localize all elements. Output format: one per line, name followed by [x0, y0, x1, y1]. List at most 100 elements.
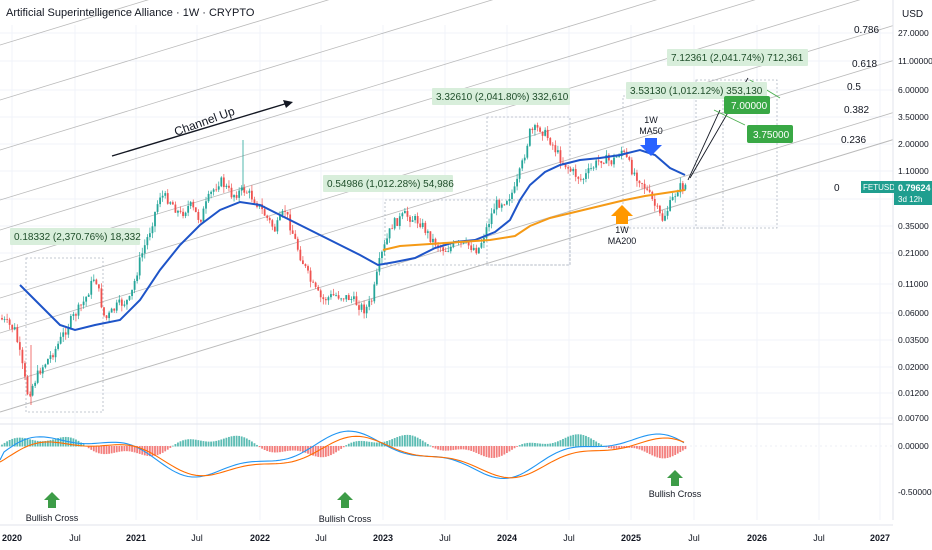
macd-bar [49, 440, 52, 447]
macd-bar [664, 446, 666, 459]
measure-box [384, 199, 571, 266]
macd-bar [47, 440, 49, 447]
candle-body [222, 177, 225, 188]
candle-body [263, 209, 266, 216]
macd-bar [291, 446, 294, 451]
candle-body [363, 304, 365, 314]
macd-bar [131, 446, 133, 452]
candle-body [29, 394, 31, 396]
candle-body [115, 302, 118, 311]
candle-body [233, 195, 235, 198]
macd-bar [345, 445, 348, 447]
macd-bar [564, 437, 567, 447]
macd-bar [220, 439, 223, 447]
price-tick: 0.02000 [898, 362, 929, 372]
candle-body [434, 238, 437, 246]
candle-body [508, 199, 511, 202]
macd-bar [368, 441, 371, 447]
candle-body [182, 211, 184, 217]
ticker-badge[interactable]: FETUSD 0.79624 3d 12h [861, 181, 932, 205]
macd-bar [3, 442, 6, 447]
candle-body [120, 299, 123, 306]
candle-body [419, 223, 422, 227]
measure-box [622, 95, 724, 229]
macd-bar [516, 446, 518, 447]
price-tick: 2.00000 [898, 139, 929, 149]
macd-bar [8, 440, 11, 447]
candle-body [49, 355, 52, 359]
macd-bar [110, 446, 113, 454]
candle-body [671, 196, 674, 201]
candle-body [411, 220, 414, 222]
candle-body [281, 210, 284, 216]
macd-bar [159, 446, 161, 455]
candle-body [103, 307, 105, 316]
measure-label-2020: 0.18332 (2,370.76%) 18,332 [10, 228, 141, 245]
price-tick: 11.00000 [898, 56, 932, 66]
macd-bar [490, 446, 493, 458]
macd-bar [281, 446, 284, 452]
candle-body [100, 288, 103, 308]
macd-bar [294, 446, 297, 451]
candle-body [684, 184, 687, 190]
candle-body [472, 247, 475, 251]
candle-body [205, 201, 207, 209]
candle-body [340, 298, 343, 300]
macd-bar [233, 435, 235, 447]
macd-bar [302, 446, 304, 452]
macd-bar [24, 438, 26, 447]
macd-bar [572, 434, 575, 447]
macd-bar [263, 446, 266, 450]
macd-bar [618, 446, 620, 449]
candle-body [243, 187, 246, 193]
macd-bar [309, 446, 312, 455]
candle-body [608, 154, 610, 161]
time-tick: 2025 [621, 533, 641, 543]
fib-level-05: 0.5 [847, 82, 861, 93]
candle-body [141, 253, 144, 258]
candle-body [95, 279, 98, 285]
target-7: 7.00000 [724, 96, 770, 114]
macd-bar [13, 438, 16, 447]
measure-label-2023: 3.32610 (2,041.80%) 332,610 [432, 88, 570, 105]
svg-text:3.32610 (2,041.80%) 332,610: 3.32610 (2,041.80%) 332,610 [436, 92, 569, 103]
candle-body [345, 295, 348, 300]
macd-bar [684, 446, 687, 450]
candle-body [174, 204, 177, 213]
macd-bar [251, 441, 253, 447]
candle-body [633, 172, 636, 175]
candle-body [123, 304, 126, 306]
candle-body [133, 280, 136, 290]
candle-body [217, 186, 220, 190]
candle-body [659, 205, 661, 214]
candle-body [279, 215, 281, 221]
candle-body [284, 210, 286, 212]
candle-body [87, 294, 90, 297]
candle-body [238, 190, 241, 198]
macd-bar [115, 446, 118, 453]
macd-bar [98, 446, 100, 454]
macd-bar [539, 443, 541, 447]
candle-body [335, 295, 337, 296]
macd-bar [128, 446, 131, 452]
price-tick: 0.21000 [898, 248, 929, 258]
macd-bar [679, 446, 682, 453]
macd-bar [200, 440, 202, 447]
bullish-cross-label-3: Bullish Cross [649, 489, 702, 499]
candle-body [54, 348, 57, 358]
currency-label[interactable]: USD [902, 9, 923, 20]
macd-bar [393, 438, 396, 447]
candle-body [355, 296, 358, 306]
macd-bar [312, 446, 314, 456]
ma50-label-1: 1W [644, 115, 658, 125]
time-tick: Jul [191, 533, 203, 543]
macd-bar [610, 446, 613, 449]
time-axis[interactable]: 2020 Jul 2021 Jul 2022 Jul 2023 Jul 2024 Jul 2025 J… [0, 524, 893, 543]
svg-text:FETUSD: FETUSD [863, 183, 895, 192]
candle-body [342, 298, 345, 300]
svg-text:0.18332 (2,370.76%) 18,332: 0.18332 (2,370.76%) 18,332 [14, 232, 141, 243]
candle-body [623, 150, 626, 152]
macd-bar [460, 446, 462, 450]
candle-body [248, 190, 251, 193]
